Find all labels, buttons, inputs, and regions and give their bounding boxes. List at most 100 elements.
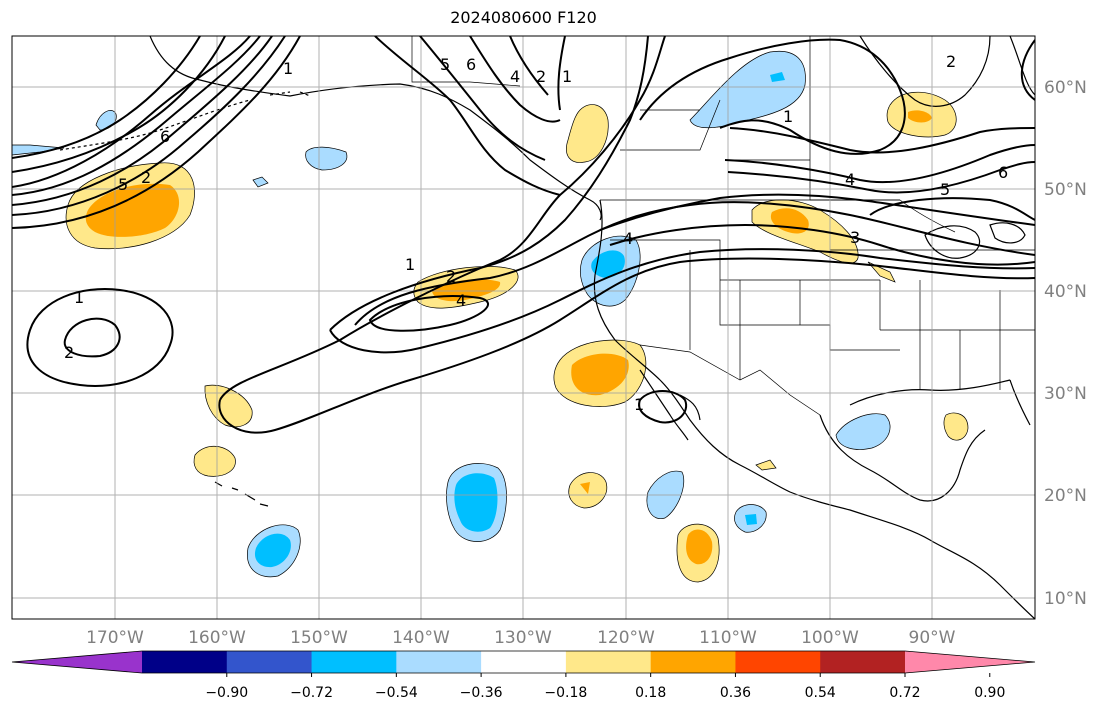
colorbar-tick-label: 0.72 <box>889 685 920 701</box>
contour-w-1 <box>12 36 251 188</box>
lon-label: 110°W <box>699 628 757 648</box>
map-title: 2024080600 F120 <box>450 8 597 27</box>
anomaly-pos-mexico <box>755 459 777 471</box>
colorbar-tick-label: −0.72 <box>290 685 333 701</box>
lon-label: 100°W <box>801 628 859 648</box>
colorbar-tick-label: 0.90 <box>974 685 1005 701</box>
coastlines <box>59 36 1035 619</box>
contour-label: 1 <box>283 59 293 78</box>
lon-label: 120°W <box>597 628 655 648</box>
contour-label: 1 <box>634 395 644 414</box>
contour-w-5 <box>12 36 301 229</box>
anomaly-neg-east-pac-b-core <box>745 514 757 525</box>
contour-label: 2 <box>64 343 74 362</box>
lon-label: 130°W <box>494 628 552 648</box>
lat-label: 40°N <box>1044 282 1087 302</box>
colorbar-tick-label: 0.18 <box>635 685 666 701</box>
contour-label: 5 <box>118 175 128 194</box>
lat-label: 10°N <box>1044 589 1087 609</box>
colorbar-segment <box>396 651 482 673</box>
colorbar-tick-label: −0.90 <box>205 685 248 701</box>
contour-labels: 1 2 5 6 1 2 1 2 4 4 1 5 6 4 2 1 1 4 3 5 … <box>64 52 1008 414</box>
lon-label: 160°W <box>188 628 246 648</box>
latitude-labels: 60°N 50°N 40°N 30°N 20°N 10°N <box>1044 78 1087 609</box>
anomaly-neg-small-1 <box>252 176 269 188</box>
contour-low-nw-3 <box>469 36 561 123</box>
contour-label: 2 <box>946 52 956 71</box>
contour-east-1 <box>1020 39 1035 101</box>
colorbar-segment <box>311 651 397 673</box>
lon-label: 170°W <box>86 628 144 648</box>
contour-2 <box>329 36 649 331</box>
contour-label: 1 <box>562 67 572 86</box>
anomaly-pos-gulf-alaska-west-core <box>85 183 180 237</box>
contour-lakes-low <box>869 197 1035 221</box>
contour-4-inner <box>368 295 489 332</box>
contour-w-7 <box>12 36 226 173</box>
contour-label: 2 <box>536 67 546 86</box>
contour-label: 2 <box>141 168 151 187</box>
contour-w-6 <box>12 36 201 159</box>
hudson-bay <box>859 36 991 107</box>
contour-low-nw-4 <box>509 36 549 96</box>
aleutians <box>59 91 311 151</box>
colorbar-segment <box>820 651 906 673</box>
anomaly-neg-oregon-core <box>591 250 625 278</box>
contour-alaska-high <box>557 36 566 111</box>
contour-north-2 <box>609 223 1035 266</box>
lon-label: 150°W <box>290 628 348 648</box>
anomaly-pos-bc-coast <box>566 104 609 163</box>
contour-w-2 <box>12 36 261 196</box>
alaska-canada-border <box>411 36 811 200</box>
lat-label: 50°N <box>1044 180 1087 200</box>
anomaly-neg-gulf-mexico <box>835 413 891 450</box>
height-contours <box>12 36 1035 434</box>
alaska-coast <box>149 36 602 221</box>
contour-1-trough <box>219 36 666 401</box>
anomaly-neg-pacific-north-2 <box>305 146 348 171</box>
contour-label: 6 <box>998 163 1008 182</box>
contour-label: 2 <box>446 267 456 286</box>
contour-mexico-low <box>638 390 688 424</box>
anomaly-neg-alaska-east-core <box>770 72 785 82</box>
colorbar-extension-low <box>12 651 142 673</box>
anomaly-pos-hudson-core <box>908 110 932 123</box>
contour-low-nw <box>374 36 561 196</box>
contour-trough-lower <box>218 257 1035 434</box>
colorbar-tick-label: −0.36 <box>460 685 503 701</box>
contour-w-4 <box>12 36 286 216</box>
west-coast-na <box>593 199 1035 619</box>
anomaly-pos-dakotas-tail <box>867 261 896 283</box>
contour-2b <box>329 248 1035 354</box>
lon-label: 140°W <box>392 628 450 648</box>
us-mexico-border <box>639 344 821 416</box>
contour-label: 5 <box>940 180 950 199</box>
map-frame <box>11 35 1036 620</box>
colorbar-extension-high <box>905 651 1035 673</box>
lat-label: 60°N <box>1044 78 1087 98</box>
great-lakes <box>924 222 1026 259</box>
contour-canada-1 <box>639 38 906 155</box>
contour-label: 1 <box>783 107 793 126</box>
contour-low-nw-2 <box>419 36 546 161</box>
anomaly-pos-florida <box>943 412 969 441</box>
colorbar-segment <box>481 651 567 673</box>
contour-label: 4 <box>456 291 466 310</box>
colorbar-segment <box>565 651 652 673</box>
contour-label: 1 <box>405 255 415 274</box>
colorbar-outline <box>11 650 1036 674</box>
lon-label: 90°W <box>909 628 956 648</box>
colorbar-segment <box>650 651 736 673</box>
contour-label: 6 <box>160 127 170 146</box>
contour-label: 1 <box>74 288 84 307</box>
anomaly-pos-east-pac-1-core <box>580 482 590 494</box>
contour-canada-4 <box>727 161 1035 194</box>
contour-closed-low <box>26 288 174 387</box>
contour-canada-3 <box>724 144 1035 184</box>
colorbar-segment <box>226 651 313 673</box>
lat-label: 20°N <box>1044 486 1087 506</box>
colorbar-tick-label: 0.36 <box>720 685 751 701</box>
contour-label: 4 <box>623 229 633 248</box>
contour-label: 3 <box>850 228 860 247</box>
